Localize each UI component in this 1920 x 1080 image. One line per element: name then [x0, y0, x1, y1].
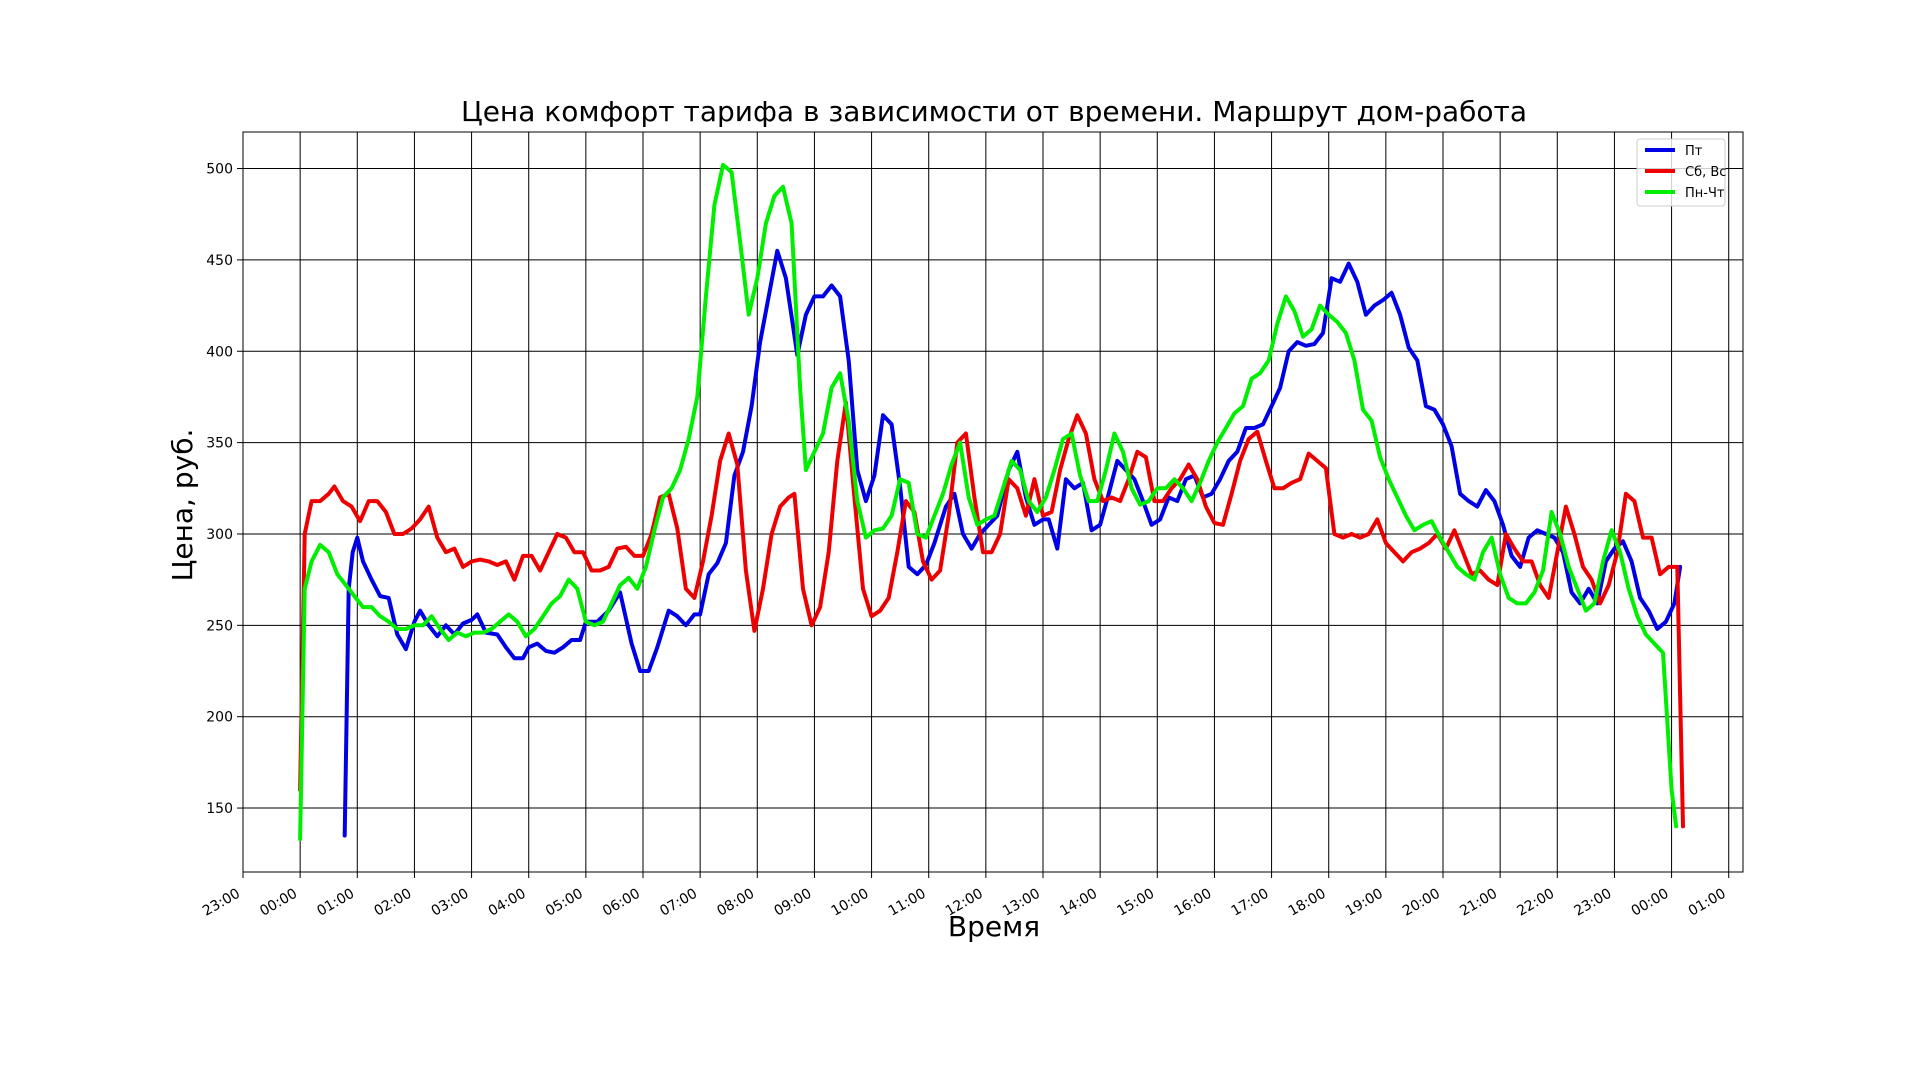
- y-tick-label: 450: [206, 253, 233, 269]
- x-tick-label: 16:00: [1171, 886, 1214, 920]
- x-tick-label: 01:00: [314, 886, 357, 920]
- y-tick-label: 250: [206, 618, 233, 634]
- x-tick-label: 07:00: [657, 886, 700, 920]
- x-axis-label: Время: [948, 910, 1040, 943]
- x-tick-label: 21:00: [1457, 886, 1500, 920]
- x-tick-label: 18:00: [1286, 886, 1329, 920]
- y-tick-label: 400: [206, 344, 233, 360]
- y-tick-label: 300: [206, 527, 233, 543]
- tick-layer: 23:00 00:00 01:00 02:00 03:00 04:00 05:00 06:00…: [200, 162, 1730, 920]
- x-tick-label: 14:00: [1057, 886, 1100, 920]
- y-tick-label: 150: [206, 801, 233, 817]
- series-layer: [298, 162, 1685, 842]
- y-tick-label: 500: [206, 162, 233, 178]
- x-tick-label: 23:00: [200, 886, 243, 920]
- x-tick-label: 02:00: [371, 886, 414, 920]
- series-line-2: [298, 400, 1685, 829]
- legend-label-3: Пн-Чт: [1685, 186, 1725, 201]
- x-tick-label: 17:00: [1229, 886, 1272, 920]
- grid-layer: [242, 132, 1743, 872]
- x-tick-label: 11:00: [886, 886, 929, 920]
- x-tick-label: 04:00: [486, 886, 529, 920]
- legend-label-1: Пт: [1685, 144, 1703, 159]
- series-line-1: [342, 248, 1683, 838]
- legend: Пт Сб, Вс Пн-Чт: [1636, 138, 1726, 207]
- legend-box: [1636, 138, 1726, 207]
- x-tick-label: 03:00: [429, 886, 472, 920]
- plot-frame: [242, 131, 1744, 873]
- x-tick-label: 06:00: [600, 886, 643, 920]
- x-tick-label: 15:00: [1114, 886, 1157, 920]
- series-line-3: [298, 162, 1679, 842]
- legend-label-2: Сб, Вс: [1685, 165, 1726, 180]
- x-tick-label: 00:00: [257, 886, 300, 920]
- x-tick-label: 09:00: [771, 886, 814, 920]
- x-tick-label: 10:00: [829, 886, 872, 920]
- chart-title: Цена комфорт тарифа в зависимости от вре…: [461, 95, 1527, 128]
- y-axis-label: Цена, руб.: [166, 429, 199, 582]
- y-tick-label: 200: [206, 710, 233, 726]
- y-tick-label: 350: [206, 436, 233, 452]
- x-tick-label: 22:00: [1514, 886, 1557, 920]
- x-tick-label: 23:00: [1571, 886, 1614, 920]
- x-tick-label: 08:00: [714, 886, 757, 920]
- x-tick-label: 00:00: [1629, 886, 1672, 920]
- x-tick-label: 05:00: [543, 886, 586, 920]
- x-tick-label: 20:00: [1400, 886, 1443, 920]
- x-tick-label: 19:00: [1343, 886, 1386, 920]
- x-tick-label: 01:00: [1686, 886, 1729, 920]
